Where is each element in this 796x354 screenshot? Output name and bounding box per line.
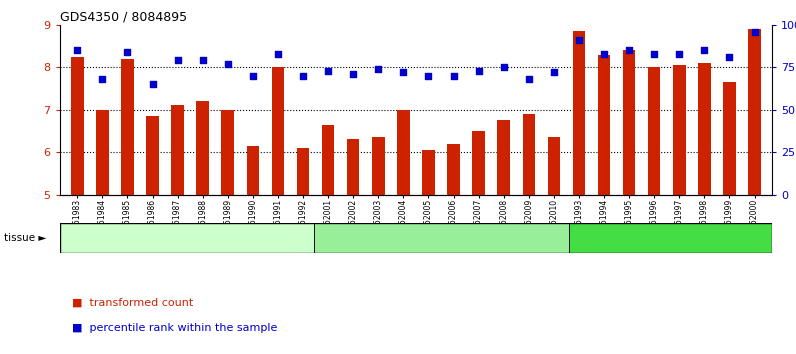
Point — [372, 66, 384, 72]
Point — [96, 76, 109, 82]
Bar — [568, 223, 772, 253]
Bar — [472, 131, 485, 354]
Point — [297, 73, 310, 79]
Bar — [748, 29, 761, 354]
Point — [472, 68, 485, 74]
Point — [572, 37, 585, 43]
Bar — [572, 31, 585, 354]
Point — [71, 47, 84, 53]
Text: tissue ►: tissue ► — [4, 233, 46, 243]
Bar — [598, 55, 611, 354]
Point — [322, 68, 334, 74]
Bar — [673, 65, 685, 354]
Point — [447, 73, 460, 79]
Bar — [197, 101, 209, 354]
Text: gastric cardia: gastric cardia — [406, 233, 477, 243]
Bar — [648, 67, 661, 354]
Bar — [146, 116, 158, 354]
Bar — [397, 110, 410, 354]
Point — [347, 71, 360, 77]
Bar — [347, 139, 360, 354]
Bar — [498, 120, 510, 354]
Bar — [622, 50, 635, 354]
Bar — [447, 144, 460, 354]
Bar — [724, 82, 736, 354]
Point — [121, 49, 134, 55]
Text: GDS4350 / 8084895: GDS4350 / 8084895 — [60, 11, 187, 24]
Point — [698, 47, 711, 53]
Point — [221, 61, 234, 67]
Point — [422, 73, 435, 79]
Point — [598, 51, 611, 57]
Point — [247, 73, 259, 79]
Text: normal esopahgus: normal esopahgus — [622, 233, 719, 243]
Bar — [121, 59, 134, 354]
Point — [648, 51, 661, 57]
Point — [146, 81, 159, 87]
Bar — [297, 148, 310, 354]
Point — [522, 76, 535, 82]
Bar — [247, 146, 259, 354]
Point — [673, 51, 685, 57]
Bar — [698, 63, 711, 354]
Text: ■  transformed count: ■ transformed count — [72, 298, 193, 308]
Bar — [422, 150, 435, 354]
Point — [197, 58, 209, 63]
Point — [498, 64, 510, 70]
Bar — [372, 137, 384, 354]
Bar — [71, 57, 84, 354]
Point — [397, 69, 410, 75]
Bar — [322, 125, 334, 354]
Point — [171, 58, 184, 63]
Bar — [548, 137, 560, 354]
Point — [548, 69, 560, 75]
Text: Barrett esopahgus: Barrett esopahgus — [139, 233, 235, 243]
Bar — [96, 110, 108, 354]
Point — [723, 54, 736, 60]
Point — [622, 47, 635, 53]
Bar — [221, 110, 234, 354]
Bar — [522, 114, 535, 354]
Bar — [271, 67, 284, 354]
Point — [271, 51, 284, 57]
Point — [748, 29, 761, 34]
Bar — [314, 223, 568, 253]
Bar — [60, 223, 314, 253]
Text: ■  percentile rank within the sample: ■ percentile rank within the sample — [72, 323, 277, 333]
Bar — [171, 105, 184, 354]
